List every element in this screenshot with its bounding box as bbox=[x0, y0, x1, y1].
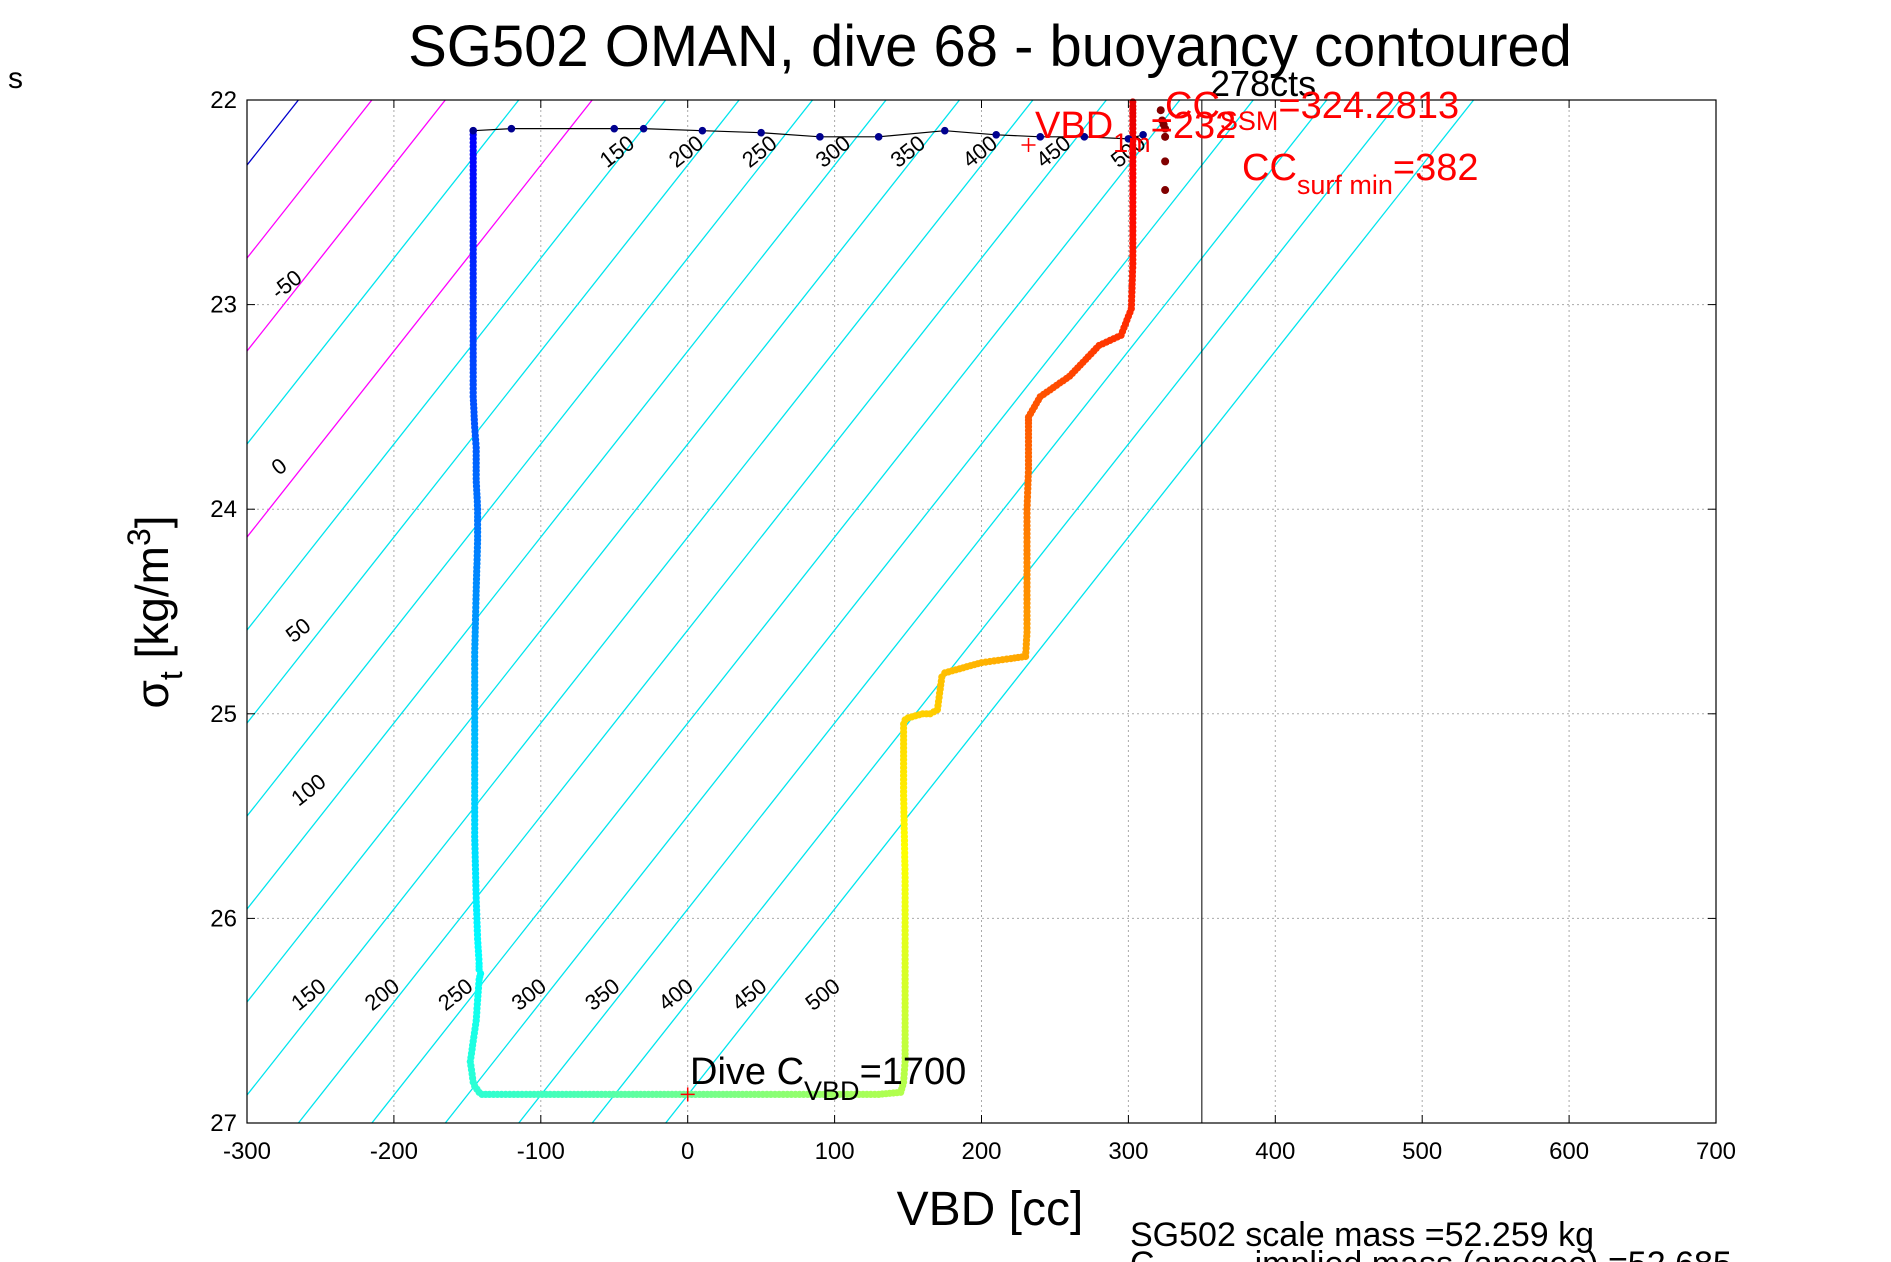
y-axis-label: σt [kg/m3] bbox=[121, 515, 189, 708]
y-axis-close: ] bbox=[126, 515, 178, 528]
x-axis-label: VBD [cc] bbox=[897, 1183, 1084, 1236]
cc-surf-main: CC bbox=[1242, 147, 1297, 189]
y-tick-label: 25 bbox=[210, 701, 237, 728]
apogee-point bbox=[698, 126, 707, 135]
apogee-point bbox=[507, 124, 516, 133]
contour-line bbox=[247, 100, 814, 818]
marker-plus bbox=[680, 1087, 695, 1102]
dive-main: Dive C bbox=[690, 1051, 804, 1093]
apogee-point bbox=[1124, 135, 1133, 143]
y-axis-unit: [kg/m bbox=[126, 546, 178, 671]
vbd-main: VBD bbox=[1035, 105, 1113, 147]
contour-line bbox=[247, 100, 593, 539]
y-axis-sigma: σ bbox=[126, 680, 178, 708]
chart-title: SG502 OMAN, dive 68 - buoyancy contoured bbox=[408, 14, 1572, 79]
contour-line bbox=[665, 100, 1475, 1123]
implied-main: C bbox=[1130, 1245, 1155, 1262]
x-tick-label: 600 bbox=[1549, 1138, 1589, 1165]
apogee-point bbox=[610, 124, 619, 133]
vbd-1m-annotation: VBD1m=232 bbox=[1035, 105, 1236, 158]
y-axis-sup: 3 bbox=[121, 528, 157, 546]
apogee-point bbox=[639, 124, 648, 133]
contour-line bbox=[247, 100, 1034, 1097]
vbd-value: =232 bbox=[1151, 105, 1237, 147]
x-tick-label: 200 bbox=[961, 1138, 1001, 1165]
x-tick-label: 100 bbox=[815, 1138, 855, 1165]
vbd-sub: 1m bbox=[1113, 128, 1151, 158]
axis-ticks: -300 -200 -100 0 100 200 300 400 500 600 700 22 23 24… bbox=[210, 87, 1736, 1165]
profile-points bbox=[466, 98, 1170, 1102]
cc-ssm-main: CC bbox=[1165, 85, 1220, 127]
contour-line bbox=[247, 100, 740, 725]
contour-line bbox=[247, 100, 887, 911]
contour-line bbox=[591, 100, 1401, 1123]
apogee-point bbox=[469, 126, 478, 135]
buoyancy-contours bbox=[0, 100, 1475, 1123]
apogee-point bbox=[1036, 133, 1045, 141]
x-tick-label: -300 bbox=[223, 1138, 271, 1165]
contour-line bbox=[247, 100, 446, 353]
contour-line bbox=[518, 100, 1328, 1123]
marker-plus bbox=[1021, 138, 1036, 153]
y-tick-label: 24 bbox=[210, 496, 237, 523]
surface-point bbox=[1161, 124, 1170, 133]
implied-rest: implied mass (apogee) =52.685 bbox=[1255, 1245, 1732, 1262]
y-axis-sub: t bbox=[153, 671, 189, 680]
surface-point bbox=[1161, 186, 1170, 195]
apogee-path bbox=[473, 128, 1144, 140]
contour-line bbox=[247, 100, 520, 446]
apogee-point bbox=[874, 133, 883, 141]
apogee-point bbox=[1080, 133, 1089, 141]
apogee-point bbox=[816, 133, 824, 141]
x-tick-label: -200 bbox=[370, 1138, 418, 1165]
x-tick-label: 300 bbox=[1108, 1138, 1148, 1165]
contour-line bbox=[0, 100, 225, 1123]
cc-surf-sub: surf min bbox=[1297, 170, 1393, 200]
cc-surf-min-annotation: CCsurf min=382 bbox=[1242, 147, 1479, 200]
dive-value: =1700 bbox=[860, 1051, 967, 1093]
x-tick-label: 500 bbox=[1402, 1138, 1442, 1165]
contour-line bbox=[371, 100, 1181, 1123]
x-tick-label: 0 bbox=[681, 1138, 694, 1165]
implied-mass-text: Cimplied mass (apogee) =52.685 bbox=[1130, 1245, 1732, 1262]
apogee-point bbox=[1139, 130, 1147, 139]
x-tick-label: 400 bbox=[1255, 1138, 1295, 1165]
apogee-point bbox=[992, 130, 1000, 139]
apogee-point bbox=[757, 128, 765, 137]
dive-cvbd-annotation: Dive CVBD=1700 bbox=[690, 1051, 966, 1106]
surface-point bbox=[1161, 132, 1170, 141]
corner-label: s bbox=[8, 62, 23, 95]
contour-line bbox=[297, 100, 1107, 1123]
y-tick-label: 27 bbox=[210, 1110, 237, 1137]
x-tick-label: -100 bbox=[517, 1138, 565, 1165]
surface-point bbox=[1156, 106, 1165, 115]
cc-surf-value: =382 bbox=[1393, 147, 1479, 189]
surface-point bbox=[1161, 157, 1170, 166]
apogee-point bbox=[940, 126, 949, 135]
cts-annotation: 278cts bbox=[1210, 63, 1316, 104]
cc-ssm-value: =324.2813 bbox=[1278, 85, 1459, 127]
scale-mass-text: SG502 scale mass =52.259 kg bbox=[1130, 1216, 1594, 1254]
x-tick-label: 700 bbox=[1696, 1138, 1736, 1165]
dive-sub: VBD bbox=[804, 1076, 860, 1106]
y-tick-label: 23 bbox=[210, 292, 237, 319]
cc-ssm-annotation: CCSSM=324.2813 bbox=[1165, 85, 1459, 136]
y-tick-label: 22 bbox=[210, 87, 237, 114]
cc-ssm-sub: SSM bbox=[1220, 106, 1279, 136]
y-tick-label: 26 bbox=[210, 905, 237, 932]
contour-line bbox=[444, 100, 1254, 1123]
contour-line bbox=[247, 100, 960, 1004]
contour-line bbox=[247, 100, 667, 632]
